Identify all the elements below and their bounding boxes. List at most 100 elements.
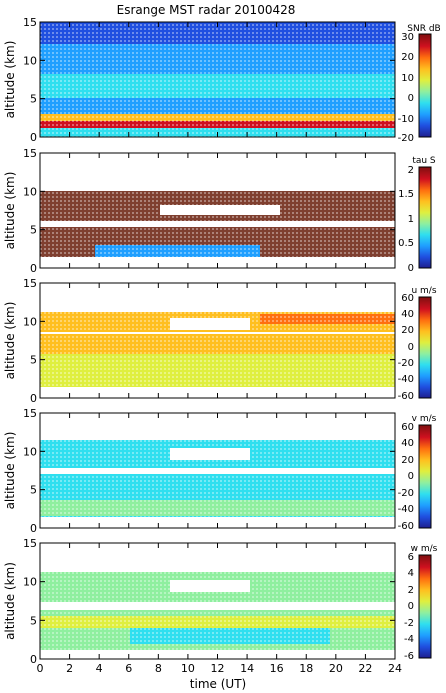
y-tick-label: 15 [23,147,37,160]
y-tick-label: 15 [23,407,37,420]
colorbar-tick-tau: 0 [408,263,414,274]
y-tick-label: 0 [30,262,37,275]
heatmap-snr [40,22,395,137]
heatmap-w [40,543,395,659]
colorbar-tick-snr: 10 [401,73,414,84]
y-tick-label: 5 [30,354,37,367]
y-tick-label: 5 [30,614,37,627]
colorbar-tick-v: -40 [398,504,414,515]
colorbar-tick-tau: 1.5 [398,189,414,200]
y-tick-label: 15 [23,277,37,290]
colorbar-tick-v: -20 [398,488,414,499]
x-tick-label: 4 [96,662,103,675]
panel-snr: SNR dB 30 20 10 0 -10 -20 [39,21,441,144]
y-tick-label: 0 [30,653,37,666]
colorbar-tick-u: -20 [398,358,414,369]
x-tick-label: 6 [125,662,132,675]
colorbar-tick-snr: 20 [401,52,414,63]
y-tick-label: 0 [30,522,37,535]
x-tick-label: 24 [388,662,402,675]
x-tick-label: 8 [155,662,162,675]
colorbar-u [418,296,432,399]
x-tick-label: 16 [270,662,284,675]
colorbar-tick-w: -4 [404,634,414,645]
figure-title: Esrange MST radar 20100428 [117,3,296,17]
colorbar-tick-snr: 30 [401,32,414,43]
colorbar-tick-tau: 0.5 [398,238,414,249]
colorbar-tau [418,166,432,269]
colorbar-tick-w: 6 [408,552,414,563]
y-tick-label: 15 [23,537,37,550]
colorbar-tick-v: 40 [401,438,414,449]
snr-texture [40,22,395,137]
y-tick-label: 0 [30,131,37,144]
colorbar-tick-u: 0 [408,342,414,353]
panel-v: v m/s 60 40 20 0 -20 -40 -60 [39,412,437,532]
x-tick-label: 20 [329,662,343,675]
y-axes: altitude (km) 0 5 10 15 altitude (km) 0 5 10 15 al… [3,16,395,666]
colorbar-tick-u: 20 [401,325,414,336]
colorbar-tick-u: 40 [401,309,414,320]
w-texture [40,543,395,659]
y-tick-label: 10 [23,576,37,589]
heatmap-tau [40,153,395,268]
colorbar-tick-u: -60 [398,391,414,402]
heatmap-v [40,413,395,528]
y-tick-label: 10 [23,445,37,458]
colorbar-tick-u: 60 [401,293,414,304]
y-axis-label: altitude (km) [3,562,17,640]
x-tick-label: 2 [66,662,73,675]
colorbar-tick-w: 4 [408,568,414,579]
y-tick-label: 0 [30,392,37,405]
y-tick-label: 5 [30,224,37,237]
x-tick-label: 12 [211,662,225,675]
colorbar-label-v: v m/s [412,414,437,424]
panel-tau: tau S 2 1.5 1 0.5 0 [39,152,436,274]
colorbar-tick-tau: 1 [408,214,414,225]
tau-texture [40,153,395,268]
colorbar-tick-w: 0 [408,601,414,612]
x-tick-label: 0 [37,662,44,675]
colorbar-tick-w: 2 [408,585,414,596]
colorbar-tick-snr: -10 [398,114,414,125]
y-tick-label: 10 [23,315,37,328]
colorbar-label-u: u m/s [411,286,436,296]
x-tick-label: 14 [240,662,254,675]
x-tick-label: 18 [299,662,313,675]
colorbar-tick-v: 0 [408,471,414,482]
y-axis-label: altitude (km) [3,432,17,510]
y-axis-label: altitude (km) [3,172,17,250]
colorbar-snr [418,33,432,138]
y-tick-label: 5 [30,484,37,497]
heatmap-u [40,283,395,398]
colorbar-label-w: w m/s [411,544,438,554]
u-texture [40,283,395,398]
colorbar-tick-w: -6 [404,651,414,662]
y-axis-label: altitude (km) [3,41,17,119]
colorbar-label-tau: tau S [412,156,436,166]
panel-u: u m/s 60 40 20 0 -20 -40 -60 [39,282,437,402]
colorbar-w [418,554,432,659]
y-tick-label: 15 [23,16,37,29]
colorbar-tick-v: -60 [398,521,414,532]
colorbar-tick-snr: 0 [408,93,414,104]
y-tick-label: 10 [23,54,37,67]
x-tick-label: 10 [181,662,195,675]
y-tick-label: 10 [23,185,37,198]
colorbar-label-snr: SNR dB [407,24,440,34]
y-axis-label: altitude (km) [3,302,17,380]
v-texture [40,413,395,528]
colorbar-tick-w: -2 [404,618,414,629]
colorbar-tick-v: 60 [401,422,414,433]
x-axis: 0 2 4 6 8 10 12 14 16 18 20 22 24 [37,22,402,675]
panel-w: w m/s 6 4 2 0 -2 -4 -6 [39,542,438,662]
x-tick-label: 22 [358,662,372,675]
colorbar-tick-u: -40 [398,374,414,385]
colorbar-v [418,424,432,529]
y-tick-label: 5 [30,93,37,106]
colorbar-tick-snr: -20 [398,133,414,144]
colorbar-tick-tau: 2 [408,165,414,176]
colorbar-tick-v: 20 [401,455,414,466]
x-axis-label: time (UT) [190,677,246,691]
